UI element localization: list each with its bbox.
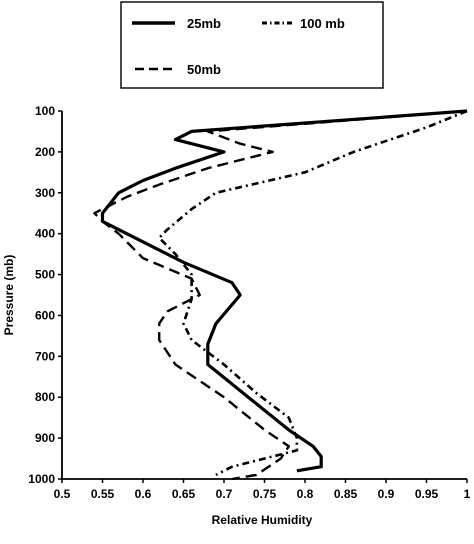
y-tick-label: 500 (35, 268, 55, 282)
y-axis-title: Pressure (mb) (2, 255, 16, 336)
legend: 25mb 100 mb 50mb (120, 1, 384, 89)
x-axis-title: Relative Humidity (212, 513, 313, 527)
x-tick-label: 0.75 (253, 487, 277, 501)
legend-box (120, 1, 384, 89)
series-line-100mb (157, 109, 468, 477)
y-tick-label: 800 (35, 390, 55, 404)
x-tick-label: 0.9 (378, 487, 395, 501)
x-tick-label: 0.95 (415, 487, 439, 501)
series-line-50mb (93, 109, 468, 481)
x-ticks: 0.5 0.55 0.6 0.65 0.7 0.75 0.8 0.85 0.9 0.95 1 (54, 479, 471, 501)
x-tick-label: 0.6 (135, 487, 152, 501)
y-tick-label: 100 (35, 104, 55, 118)
axes: 0.5 0.55 0.6 0.65 0.7 0.75 0.8 0.85 0.9 0.95 1 100… (28, 104, 470, 501)
x-tick-label: 0.55 (91, 487, 115, 501)
x-tick-label: 1 (464, 487, 471, 501)
y-tick-label: 200 (35, 145, 55, 159)
y-ticks: 100 200 300 400 500 600 700 800 900 1000 (28, 104, 62, 486)
series-line-25mb (100, 109, 468, 473)
y-tick-label: 300 (35, 186, 55, 200)
x-tick-label: 0.7 (216, 487, 233, 501)
y-tick-label: 400 (35, 227, 55, 241)
x-tick-label: 0.85 (334, 487, 358, 501)
plot-area (93, 109, 468, 481)
legend-label-25mb: 25mb (187, 16, 221, 31)
y-tick-label: 1000 (28, 472, 55, 486)
x-tick-label: 0.8 (297, 487, 314, 501)
legend-label-50mb: 50mb (187, 62, 221, 77)
x-tick-label: 0.5 (54, 487, 71, 501)
x-tick-label: 0.65 (172, 487, 196, 501)
y-tick-label: 600 (35, 308, 55, 322)
y-tick-label: 700 (35, 349, 55, 363)
y-tick-label: 900 (35, 431, 55, 445)
legend-label-100mb: 100 mb (300, 16, 345, 31)
